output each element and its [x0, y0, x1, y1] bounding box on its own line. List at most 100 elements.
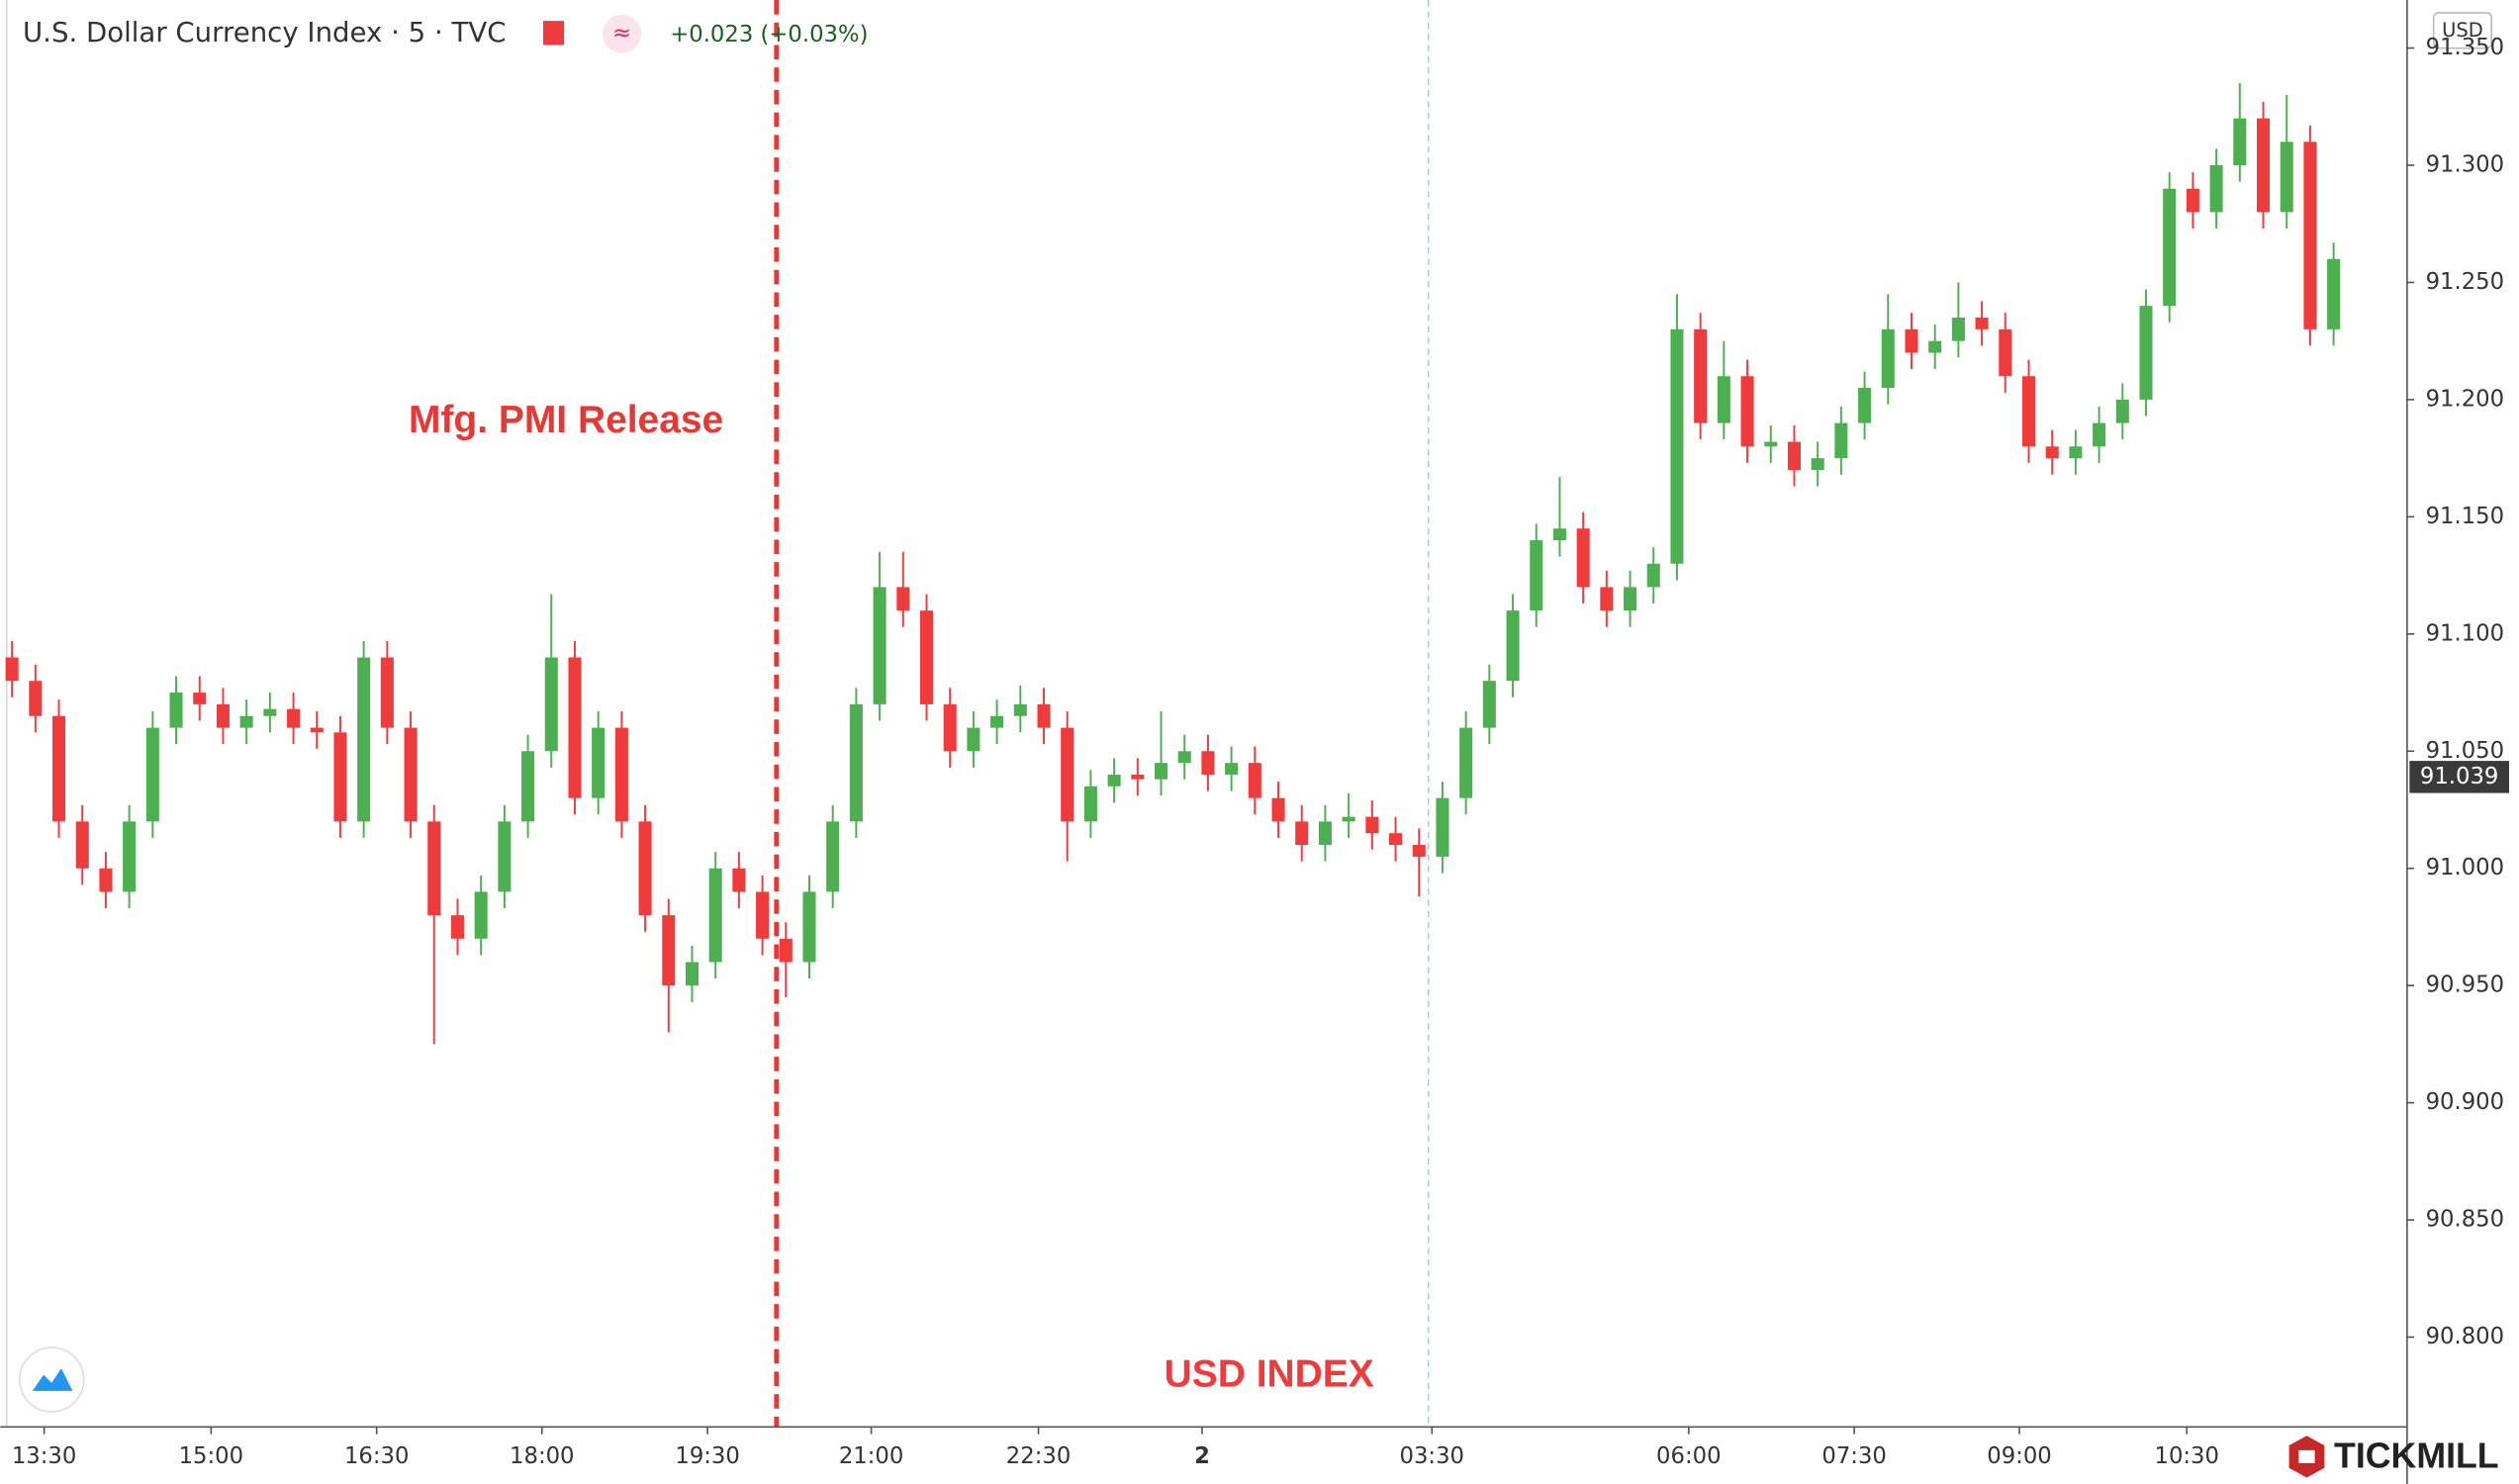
y-tick-label: 91.250	[2426, 269, 2505, 295]
candle-body	[1834, 422, 1848, 459]
brand-icon-inner	[2298, 1449, 2315, 1463]
candle-body	[1342, 816, 1355, 822]
candle-body	[145, 727, 159, 822]
candle-body	[1928, 340, 1942, 353]
footer-label: USD INDEX	[1165, 1353, 1374, 1396]
x-tick-label: 15:00	[179, 1443, 243, 1469]
candle-body	[1975, 318, 1989, 329]
logo-button[interactable]	[18, 1346, 85, 1413]
x-tick-label: 2	[1194, 1443, 1210, 1469]
x-tick-label: 06:00	[1656, 1443, 1721, 1469]
flag-icon	[542, 21, 565, 46]
candle-body	[779, 938, 793, 963]
candle-body	[896, 587, 910, 611]
candle-body	[1576, 528, 1590, 588]
candle-body	[1459, 727, 1473, 798]
currency-badge[interactable]	[2432, 12, 2492, 49]
candle-body	[1600, 587, 1614, 611]
x-tick-label: 22:30	[1006, 1443, 1071, 1469]
candle-body	[1083, 786, 1097, 822]
candle-body	[1624, 587, 1637, 611]
x-tick-label: 18:00	[510, 1443, 574, 1469]
candle-body	[333, 732, 347, 822]
candle-body	[1177, 751, 1191, 764]
candle-body	[2327, 258, 2341, 329]
last-price-label: 91.039	[2420, 764, 2499, 789]
candle-body	[1107, 774, 1121, 787]
candle-body	[5, 657, 19, 682]
candle-body	[708, 868, 722, 963]
compare-icon-glyph: ≈	[612, 21, 631, 46]
candle-body	[498, 821, 512, 892]
candle-body	[2069, 446, 2083, 459]
candle-body	[873, 587, 886, 704]
candle-body	[1295, 821, 1309, 846]
candle-body	[592, 727, 606, 798]
candle-body	[2045, 446, 2059, 459]
candle-body	[1951, 318, 1965, 341]
candle-body	[99, 868, 113, 892]
x-tick-label: 10:30	[2154, 1443, 2218, 1469]
candle-body	[2021, 376, 2036, 447]
candle-body	[239, 715, 253, 728]
logo-icon	[32, 1368, 73, 1391]
x-tick-label: 19:30	[675, 1443, 739, 1469]
candle-body	[1811, 458, 1824, 470]
last-price-box	[2409, 761, 2509, 793]
y-tick-label: 90.900	[2426, 1089, 2505, 1115]
candle-body	[427, 821, 441, 916]
candle-body	[404, 727, 418, 822]
currency-label: USD	[2442, 19, 2483, 42]
x-tick-label: 21:00	[839, 1443, 903, 1469]
candle-body	[544, 657, 558, 752]
x-tick-label: 09:00	[1987, 1443, 2051, 1469]
candle-body	[1436, 797, 1449, 857]
candle-body	[2256, 118, 2271, 213]
candle-body	[2186, 188, 2199, 213]
candle-body	[1318, 821, 1332, 846]
candle-body	[849, 703, 863, 822]
compare-icon	[603, 14, 641, 53]
y-tick-label: 91.350	[2426, 35, 2505, 60]
candle-body	[263, 708, 277, 716]
candle-body	[1037, 703, 1051, 728]
y-tick-label: 91.050	[2426, 738, 2505, 764]
candle-body	[638, 821, 652, 916]
candle-body	[732, 868, 746, 892]
candle-body	[990, 715, 1004, 728]
y-tick-label: 91.150	[2426, 504, 2505, 529]
candle-body	[123, 821, 137, 892]
plot-area: Mfg. PMI Release	[5, 0, 2341, 1427]
candle-body	[1999, 328, 2012, 377]
candle-body	[1881, 328, 1895, 389]
candle-body	[1225, 763, 1239, 775]
candle-body	[1764, 441, 1778, 447]
candle-body	[216, 703, 230, 728]
candle-body	[919, 610, 934, 704]
candle-body	[1271, 797, 1285, 822]
candle-body	[2280, 141, 2293, 213]
x-tick-label: 07:30	[1821, 1443, 1886, 1469]
brand-name: TICKMILL	[2334, 1436, 2499, 1475]
candle-body	[756, 891, 770, 939]
candle-body	[1670, 328, 1684, 564]
candle-body	[2209, 165, 2223, 213]
candle-body	[1389, 833, 1403, 846]
y-tick-label: 91.200	[2426, 386, 2505, 412]
symbol-title: U.S. Dollar Currency Index · 5 · TVC	[23, 16, 506, 48]
candle-body	[1552, 528, 1566, 541]
candle-body	[662, 915, 676, 986]
candle-body	[2115, 399, 2129, 423]
candle-body	[474, 891, 488, 939]
candle-body	[1131, 774, 1145, 780]
y-tick-label: 90.950	[2426, 973, 2505, 998]
candle-body	[2163, 188, 2177, 307]
candle-body	[943, 703, 957, 752]
candle-body	[1365, 816, 1379, 834]
candle-body	[380, 657, 394, 728]
candle-body	[521, 751, 535, 822]
candle-body	[1530, 540, 1543, 611]
y-tick-label: 90.800	[2426, 1324, 2505, 1349]
